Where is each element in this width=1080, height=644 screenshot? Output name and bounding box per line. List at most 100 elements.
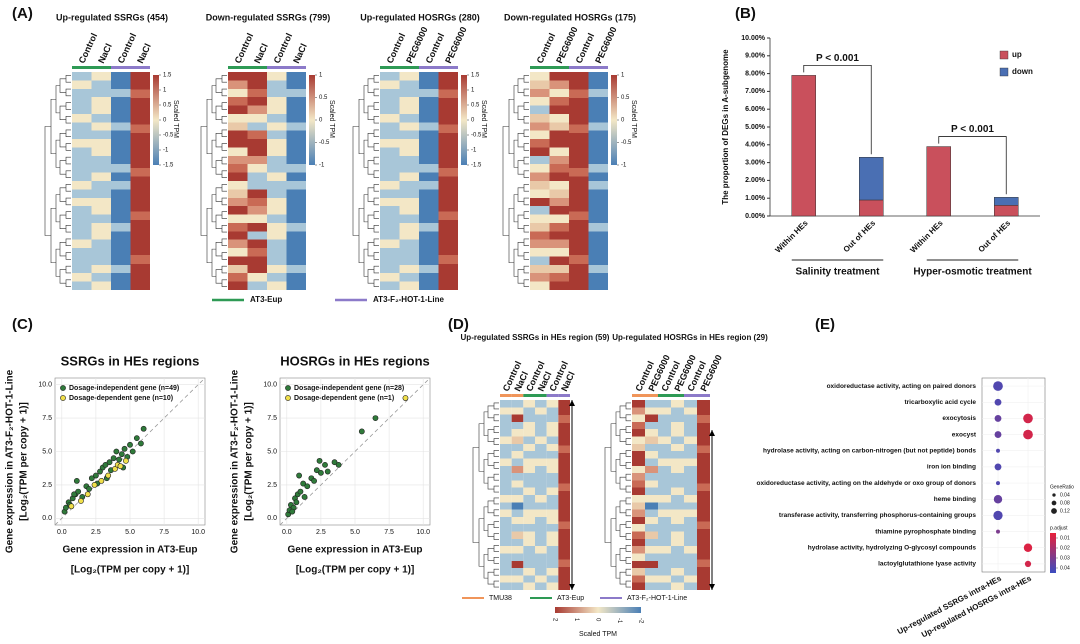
x-tick-label: Within HEs [908,218,945,255]
heatmap-column [130,72,150,290]
colorbar-tick-label: 0 [594,618,600,622]
reference-line [279,377,431,526]
colorbar-tick-label: -2 [637,618,643,624]
point [331,459,338,466]
x-tick-label: 10.0 [191,529,205,536]
point [300,480,307,487]
group-bar [72,66,92,69]
point [304,483,311,490]
legend-dot [1052,493,1056,497]
bar-segment [994,205,1019,217]
y-tick-label: 1.00% [745,195,766,202]
colorbar-tick-label: 1.5 [163,73,172,79]
y-tick-label: 8.00% [745,70,766,77]
annotation: P < 0.001 [816,53,859,64]
x-tick-label: 0.0 [57,529,67,536]
dendrogram [472,402,499,588]
point [322,461,328,468]
term-label: hydrolase activity, hydrolyzing O-glycos… [808,544,977,551]
legend-label: down [1012,67,1033,76]
point [123,457,129,464]
heatmap-column [697,400,710,590]
heatmap-column [91,72,111,290]
point [68,503,75,510]
point [289,508,296,515]
legend-title: GeneRatio [1050,484,1074,490]
y-tick-label: 7.00% [745,88,766,95]
legend-label: TMU38 [489,595,512,602]
colorbar-tick-label: -1.5 [163,163,174,169]
group-bar [632,394,645,397]
group-bar [535,394,547,397]
term-label: tricarboxylic acid cycle [904,399,976,406]
chart-title: SSRGs in HEs regions [61,353,200,368]
colorbar-tick-label: 0.5 [471,103,480,109]
legend-label: AT3-Eup [557,595,584,602]
y-tick-label: 0.00% [745,213,766,220]
group-bar [549,66,569,69]
group-bar [267,66,287,69]
bar-segment [926,146,951,217]
legend-title: p.adjust [1050,525,1068,531]
dot [994,463,1002,471]
term-label: oxidoreductase activity, acting on paire… [827,383,977,390]
heatmap-column [399,72,419,290]
chart-title: HOSRGs in HEs regions [280,353,430,368]
dot [1023,413,1033,424]
significance-bracket [938,136,1007,195]
panel-label: (D) [448,316,469,333]
dot [994,398,1002,406]
term-label: exocyst [952,431,977,438]
y-tick-label: 9.00% [745,53,766,60]
point [358,428,365,435]
group-label: Hyper-osmotic treatment [913,267,1032,278]
point [106,459,113,466]
point [133,435,140,442]
colorbar-tick-label: -0.5 [471,133,482,139]
group-bar [588,66,608,69]
point [127,441,133,448]
point [88,475,95,482]
colorbar-tick-label: 0 [471,118,475,124]
x-tick-label: 7.5 [159,529,169,536]
x-tick-label: 5.0 [350,529,360,536]
colorbar [309,75,315,165]
dendrogram [200,75,227,287]
heatmap-column [438,72,458,290]
point [318,469,324,476]
dot [1023,429,1033,440]
x-axis-label: Gene expression in AT3-Eup [287,545,422,556]
column-label: PEG6000 [593,25,619,65]
y-tick-label: 7.5 [42,415,52,422]
legend-dot [1051,500,1057,506]
y-tick-label: 6.00% [745,106,766,113]
heatmap-column [380,72,400,290]
column-label: NaCl [96,42,114,65]
legend-label: Dosage-independent gene (n=49) [69,385,179,392]
term-label: heme binding [934,496,976,503]
legend-swatch [60,385,66,391]
legend-swatch [999,67,1009,77]
x-tick-label: 0.0 [282,529,292,536]
group-bar [130,66,150,69]
point [97,468,103,475]
point [296,472,302,479]
colorbar [461,75,467,165]
term-label: exocytosis [942,415,976,422]
dot [996,481,1000,486]
x-tick-label: 2.5 [91,529,101,536]
point [301,494,308,500]
x-axis-label: [Log₂(TPM per copy + 1)] [296,565,415,576]
colorbar-tick-label: 1.5 [471,73,480,79]
legend-label: AT3-F₂-HOT-1-Line [373,295,445,304]
colorbar-tick-label: 0.5 [163,103,172,109]
term-label: hydrolase activity, acting on carbon-nit… [763,447,976,454]
panel-label: (C) [12,316,33,333]
dot [1024,560,1032,568]
x-axis-label: [Log₂(TPM per copy + 1)] [71,565,190,576]
legend-label: Dosage-dependent gene (n=1) [294,395,394,402]
heatmap-column [111,72,131,290]
y-tick-label: 10.0 [263,382,277,389]
arrowhead [709,430,715,436]
heatmap-column [530,72,550,290]
